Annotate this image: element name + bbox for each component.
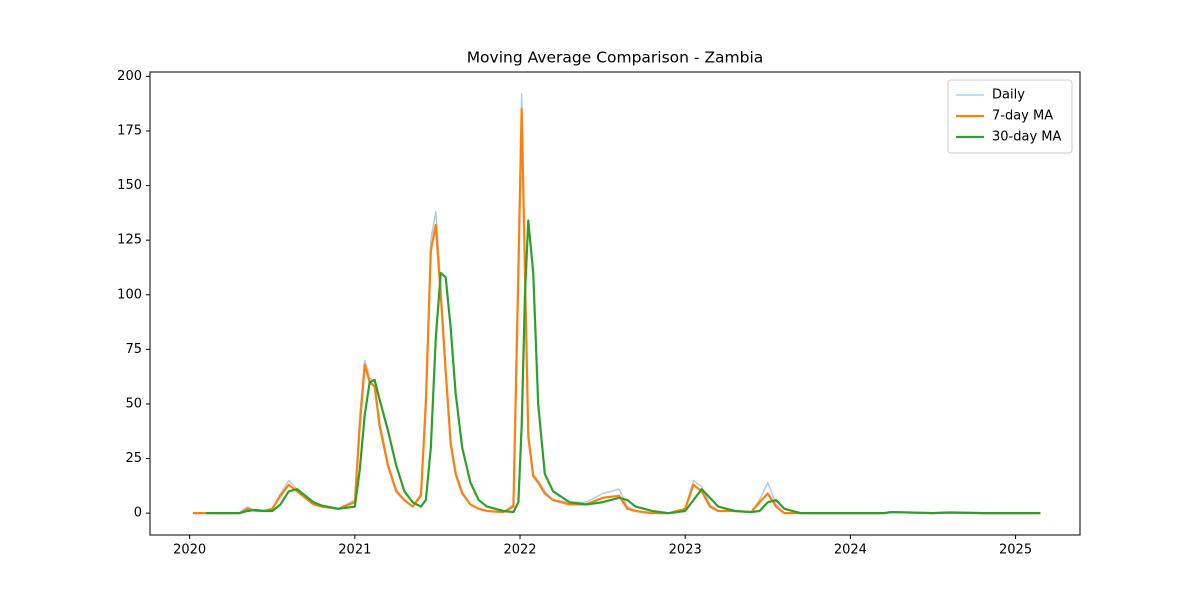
legend: Daily 7-day MA 30-day MA [947,79,1073,154]
legend-label: 30-day MA [992,130,1061,145]
y-tick-label: 200 [117,69,142,84]
x-tick-label: 2020 [173,543,206,558]
x-tick-label: 2024 [834,543,867,558]
legend-label: 7-day MA [992,109,1053,124]
chart-title: Moving Average Comparison - Zambia [467,49,764,67]
plot-frame [149,71,1081,536]
y-tick-label: 175 [117,123,142,138]
x-tick-label: 2021 [338,543,371,558]
legend-label: Daily [992,88,1025,103]
x-tick-label: 2025 [999,543,1032,558]
series-line [206,219,1041,515]
y-tick-label: 25 [125,451,142,466]
y-tick-label: 100 [117,287,142,302]
y-tick-label: 0 [134,506,142,521]
series-line [192,108,1041,515]
x-tick-label: 2023 [669,543,702,558]
y-tick-label: 150 [117,178,142,193]
legend-box [947,79,1073,154]
y-tick-label: 125 [117,233,142,248]
y-tick-label: 50 [125,396,142,411]
x-tick-label: 2022 [503,543,536,558]
y-tick-label: 75 [125,342,142,357]
